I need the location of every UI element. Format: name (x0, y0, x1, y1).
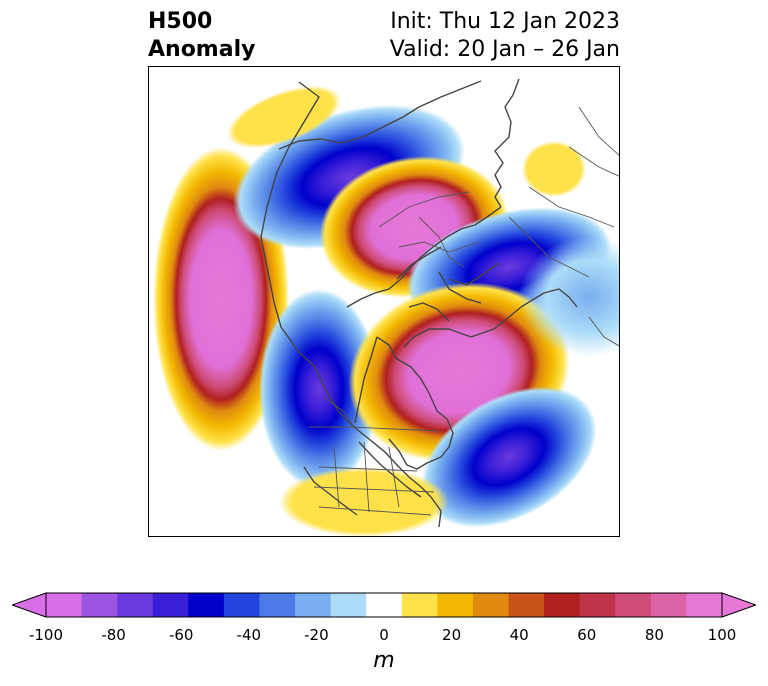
colorbar-bins (46, 593, 723, 617)
anomaly-map (148, 66, 620, 537)
country-borders (309, 106, 619, 516)
colorbar-bin (579, 593, 616, 617)
colorbar-bin (508, 593, 545, 617)
colorbar-tick-label: 100 (707, 626, 737, 644)
colorbar-tick-label: 40 (509, 626, 529, 644)
colorbar-tick-label: -80 (101, 626, 126, 644)
title-variable: H500 (148, 9, 213, 34)
weak-ridge-east-asia (226, 85, 342, 149)
trough-north-atlantic (421, 386, 597, 528)
coastlines (260, 78, 578, 528)
colorbar-units: m (373, 648, 395, 673)
colorbar-bin (81, 593, 118, 617)
anomaly-fields (153, 85, 619, 536)
colorbar-tick-label: -40 (236, 626, 262, 644)
colorbar-ticks: -100 -80 -60 -40 -20 0 20 40 60 80 100 (0, 626, 768, 646)
colorbar-tick-label: 60 (577, 626, 597, 644)
colorbar-bin (46, 593, 83, 617)
colorbar-bin (295, 593, 332, 617)
anomaly-map-svg (153, 78, 619, 536)
colorbar-bin (223, 593, 260, 617)
colorbar-bin (686, 593, 723, 617)
colorbar-bin (401, 593, 438, 617)
valid-range: Valid: 20 Jan – 26 Jan (389, 37, 620, 62)
plot-dates: Init: Thu 12 Jan 2023 Valid: 20 Jan – 26… (390, 8, 620, 64)
colorbar-bin (437, 593, 474, 617)
colorbar-bin (152, 593, 189, 617)
weak-ridge-central-asia (522, 141, 586, 197)
colorbar-outline (45, 592, 723, 618)
plot-title: H500 Anomaly (148, 8, 255, 64)
weak-ridge-southeast-us (279, 467, 449, 536)
colorbar-tick-label: 0 (379, 626, 389, 644)
colorbar-bin (650, 593, 687, 617)
colorbar-extend-min (12, 592, 47, 618)
colorbar-tick-label: 20 (442, 626, 462, 644)
colorbar-bin (544, 593, 581, 617)
colorbar-bin (615, 593, 652, 617)
colorbar (12, 592, 756, 618)
colorbar-bin (366, 593, 403, 617)
init-date: Init: Thu 12 Jan 2023 (390, 9, 620, 34)
colorbar-tick-label: -20 (304, 626, 329, 644)
colorbar-bin (117, 593, 154, 617)
colorbar-tick-label: -100 (28, 626, 64, 644)
colorbar-bin (330, 593, 367, 617)
colorbar-bin (259, 593, 296, 617)
colorbar-tick-label: -60 (168, 626, 194, 644)
colorbar-extend-max (721, 592, 756, 618)
colorbar-tick-label: 80 (644, 626, 664, 644)
colorbar-bin (472, 593, 510, 617)
colorbar-bin (188, 593, 225, 617)
title-field: Anomaly (148, 37, 256, 62)
